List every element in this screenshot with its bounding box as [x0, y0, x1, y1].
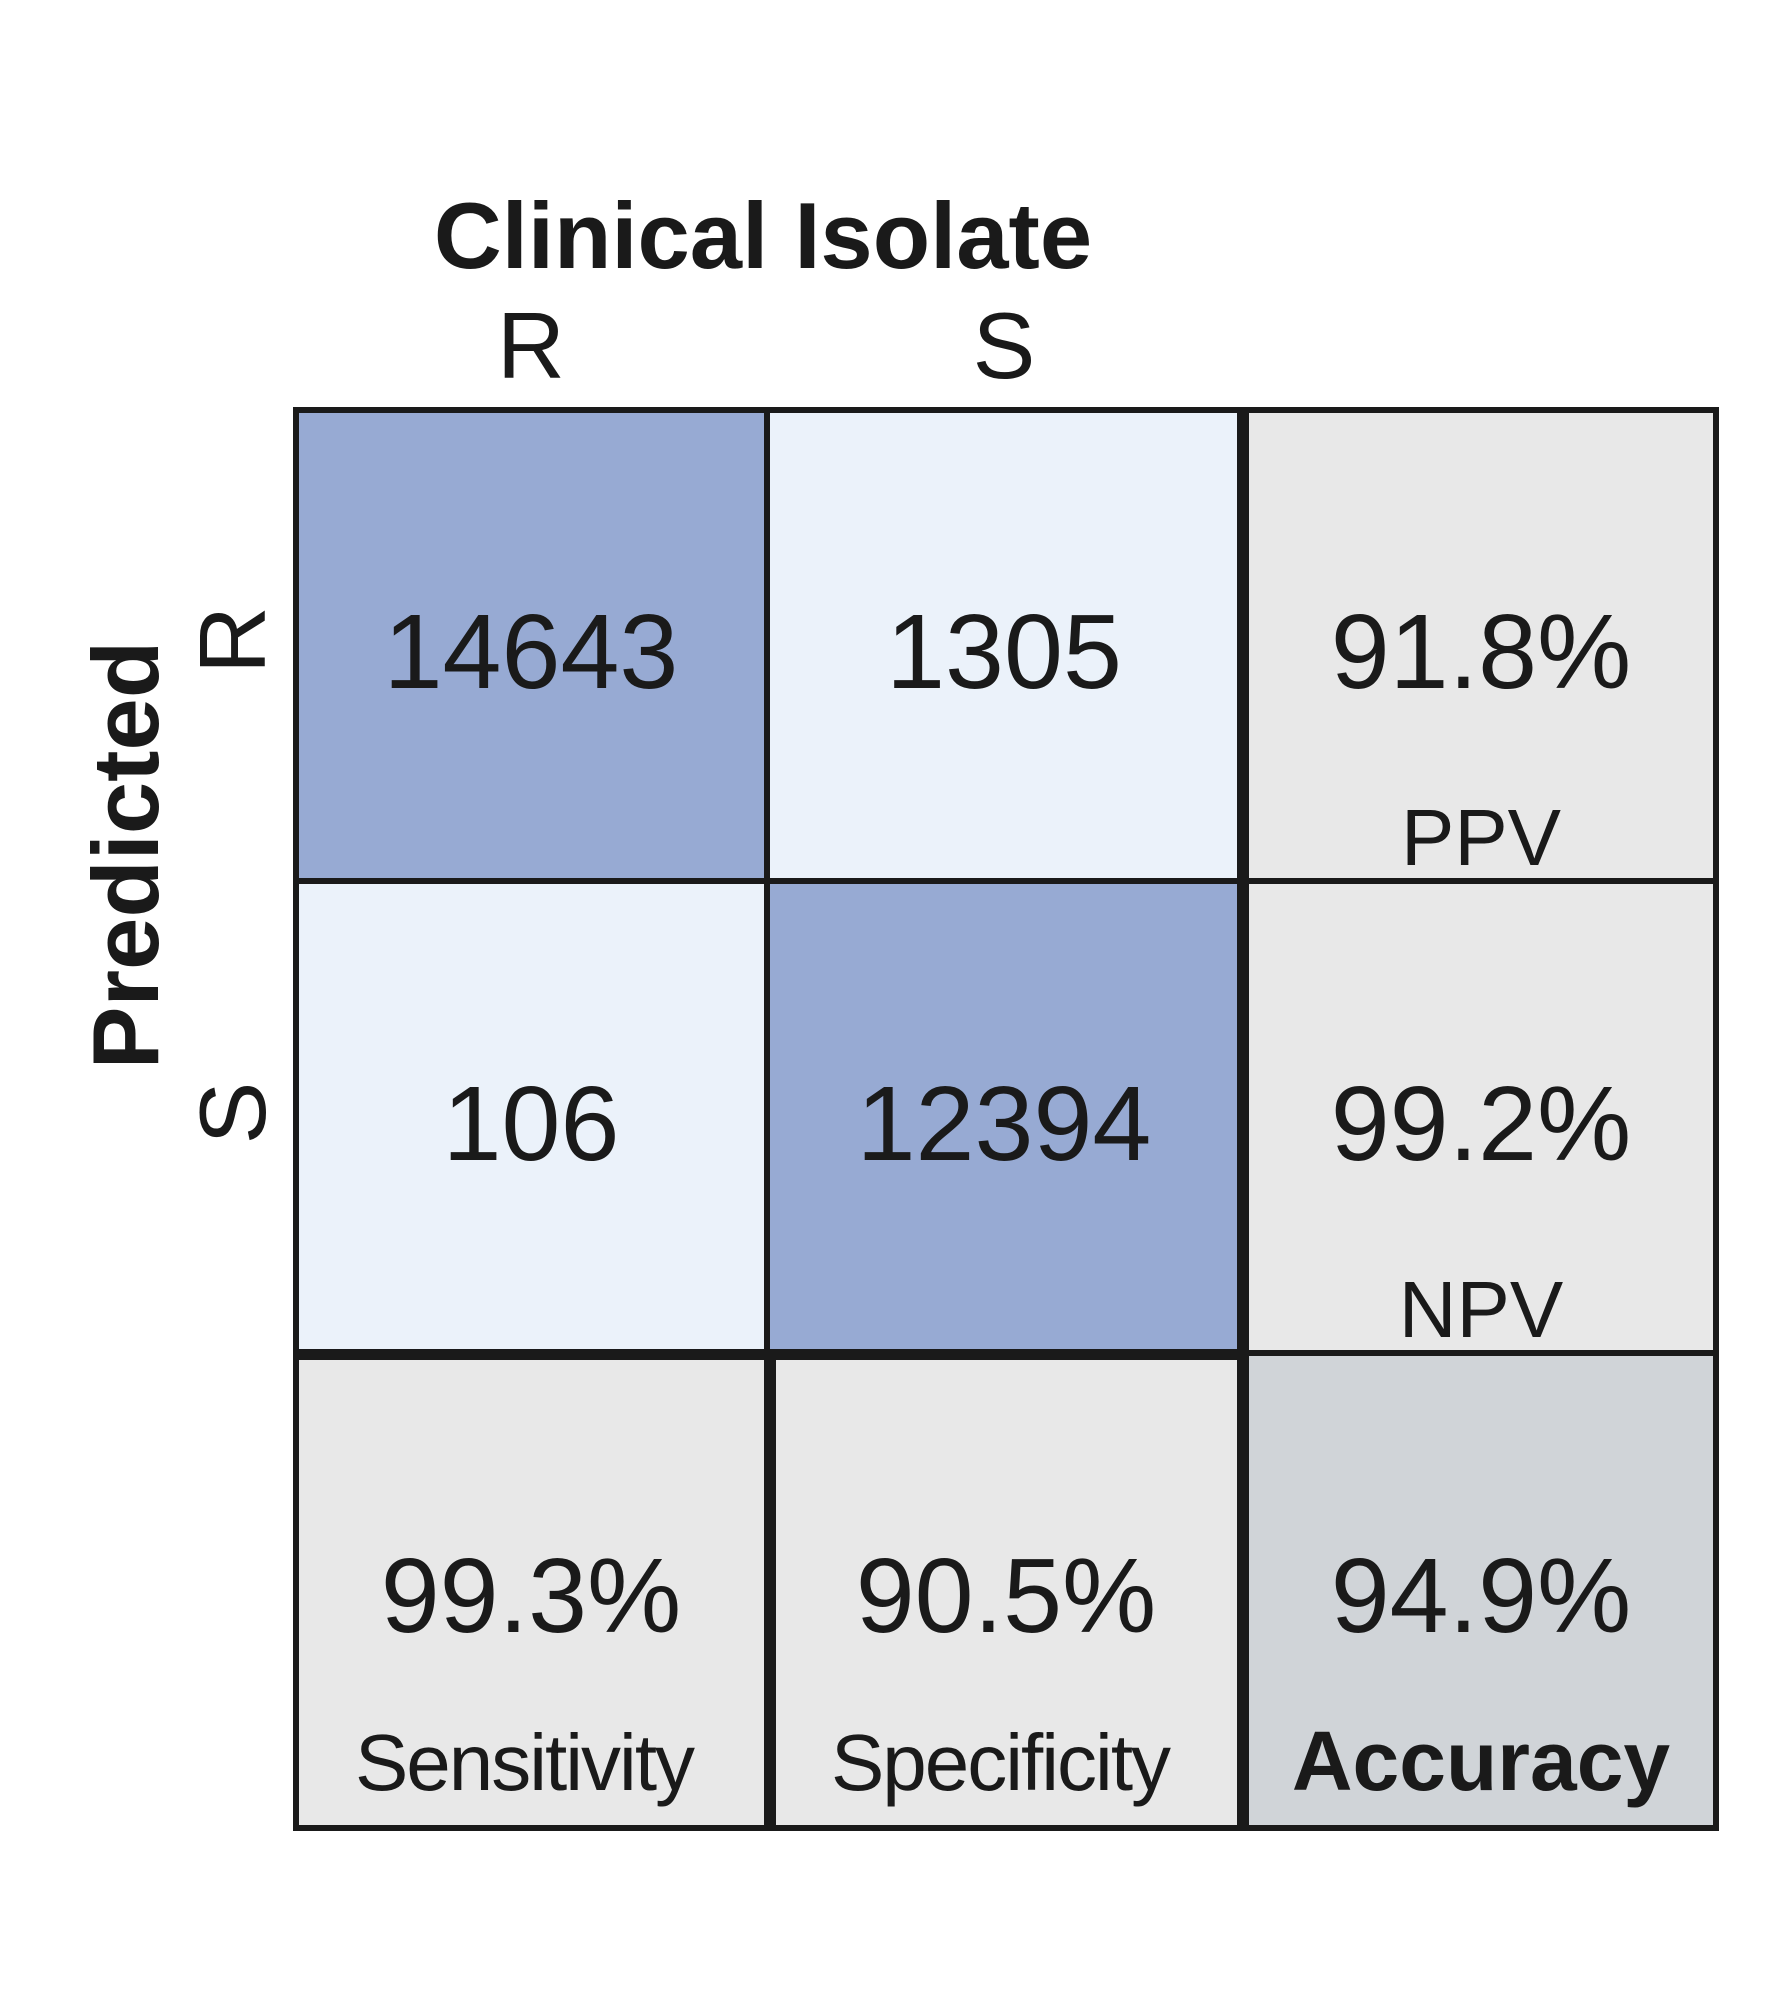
accuracy-box — [1243, 1350, 1719, 1831]
row-label-s: S — [180, 1082, 285, 1145]
column-label-s: S — [973, 293, 1036, 398]
ppv-label: PPV — [1401, 793, 1562, 882]
cell-rr-box — [293, 407, 770, 884]
sensitivity-box — [293, 1354, 770, 1831]
ppv-value: 91.8% — [1331, 593, 1632, 711]
cell-value: 106 — [443, 1065, 620, 1183]
npv-label: NPV — [1399, 1265, 1564, 1354]
specificity-box — [770, 1354, 1243, 1831]
ppv-box — [1243, 407, 1719, 884]
sensitivity-label: Sensitivity — [355, 1718, 695, 1807]
npv-value: 99.2% — [1331, 1065, 1632, 1183]
cell-ss-box — [764, 878, 1243, 1355]
sensitivity-value: 99.3% — [381, 1537, 682, 1655]
cell-value: 1305 — [886, 593, 1122, 711]
cell-value: 14643 — [384, 593, 679, 711]
cell-sr-box — [293, 878, 770, 1355]
row-label-r: R — [180, 606, 285, 674]
column-axis-title: Clinical Isolate — [434, 183, 1092, 288]
column-label-r: R — [497, 293, 565, 398]
accuracy-value: 94.9% — [1331, 1537, 1632, 1655]
cell-rs-box — [764, 407, 1243, 884]
row-axis-title: Predicted — [73, 641, 178, 1069]
cell-value: 12394 — [857, 1065, 1152, 1183]
npv-box — [1243, 878, 1719, 1356]
accuracy-label: Accuracy — [1292, 1714, 1671, 1808]
specificity-value: 90.5% — [856, 1537, 1157, 1655]
specificity-label: Specificity — [831, 1718, 1171, 1807]
